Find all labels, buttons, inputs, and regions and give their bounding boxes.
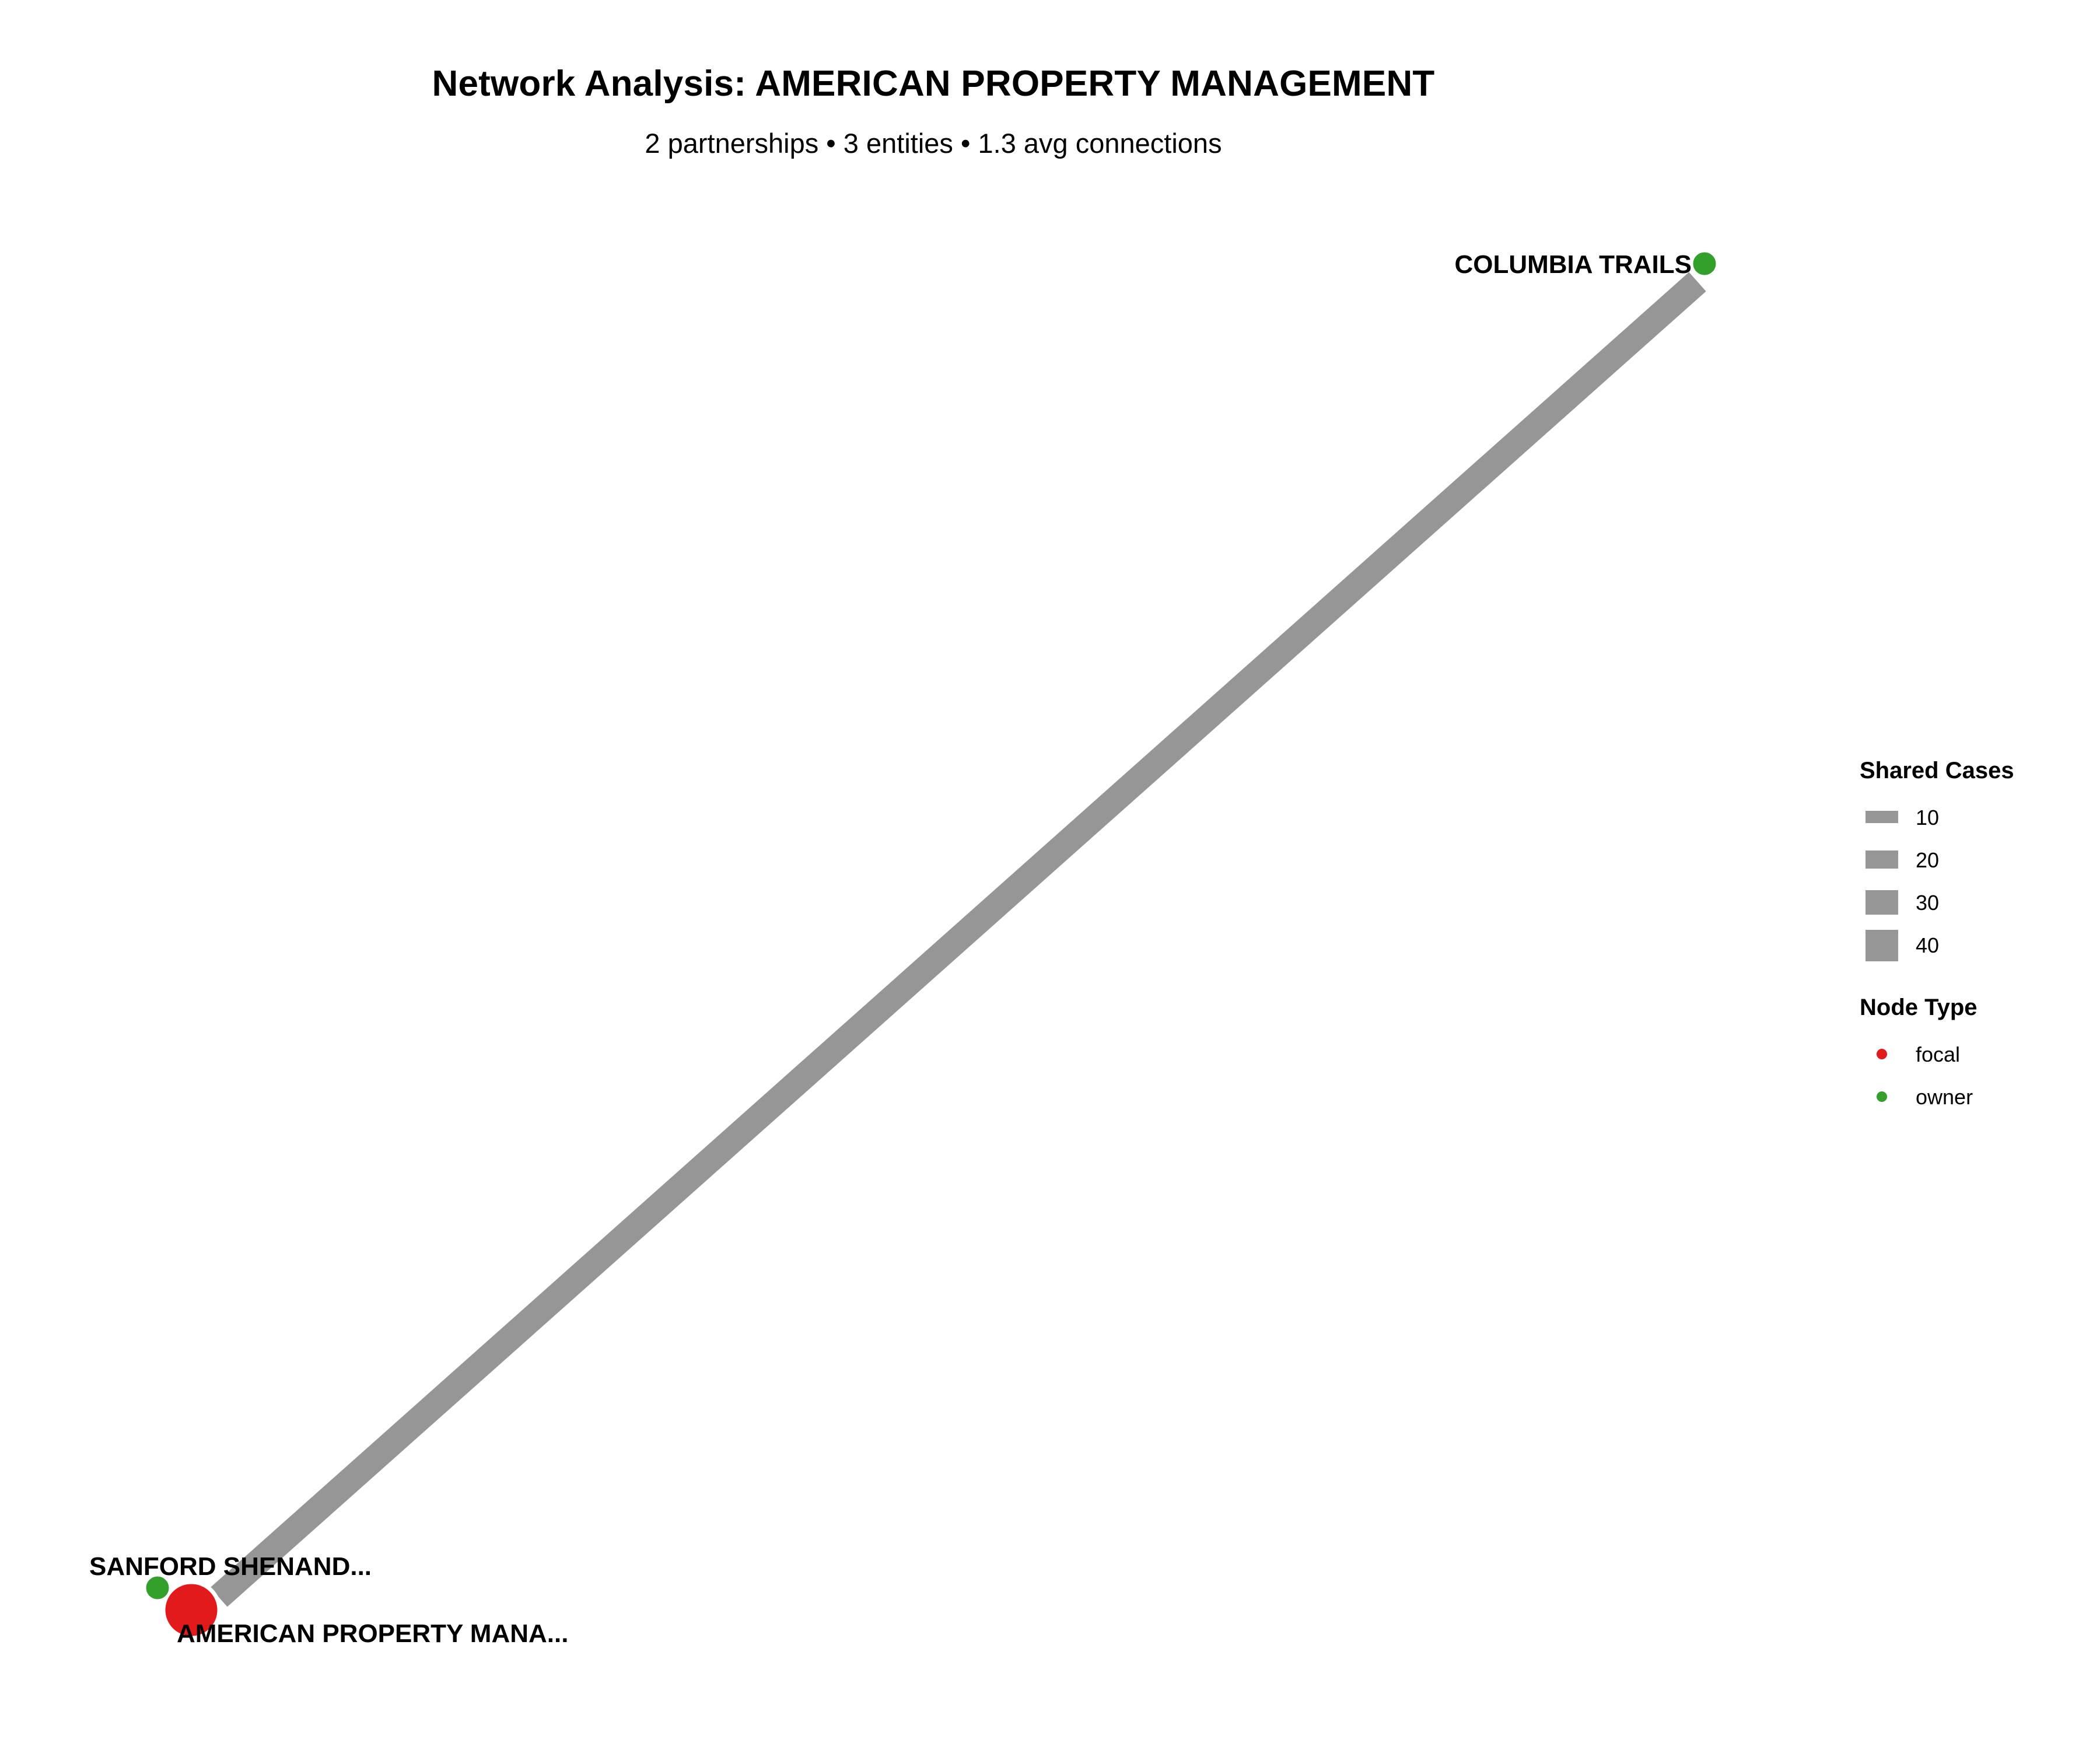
node-label-american: AMERICAN PROPERTY MANA... [177, 1619, 568, 1648]
legend-edge-label-40: 40 [1916, 933, 1939, 957]
legend-node-swatch-focal [1877, 1049, 1887, 1059]
node-sanford[interactable] [143, 1573, 172, 1602]
legend-edge-label-10: 10 [1916, 806, 1939, 830]
edges [156, 272, 1706, 1611]
node-columbia[interactable] [1690, 249, 1719, 278]
legend-edge-label-20: 20 [1916, 848, 1939, 872]
legend-node-label-owner: owner [1916, 1085, 1973, 1109]
legend-edge-swatch-40 [1866, 930, 1898, 961]
node-label-sanford: SANFORD SHENAND... [89, 1552, 372, 1581]
page-title: Network Analysis: AMERICAN PROPERTY MANA… [432, 64, 1435, 104]
legend-node-swatch-owner [1877, 1091, 1887, 1102]
node-label-columbia: COLUMBIA TRAILS [1454, 250, 1692, 279]
legend: Shared Cases 10 20 30 40 Node Type focal… [1860, 758, 2014, 1109]
node-labels: COLUMBIA TRAILS SANFORD SHENAND... AMERI… [89, 250, 1692, 1648]
legend-node-label-focal: focal [1916, 1042, 1960, 1066]
page-subtitle: 2 partnerships • 3 entities • 1.3 avg co… [645, 128, 1222, 159]
node-american[interactable] [161, 1580, 222, 1640]
legend-edge-swatch-10 [1866, 811, 1898, 823]
legend-edge-label-30: 30 [1916, 891, 1939, 915]
edge-american-columbia [210, 272, 1706, 1607]
legend-title-node-type: Node Type [1860, 995, 1978, 1020]
legend-edge-swatch-20 [1866, 850, 1898, 869]
legend-title-shared-cases: Shared Cases [1860, 758, 2014, 783]
nodes [143, 249, 1719, 1640]
legend-edge-swatch-30 [1866, 890, 1898, 915]
